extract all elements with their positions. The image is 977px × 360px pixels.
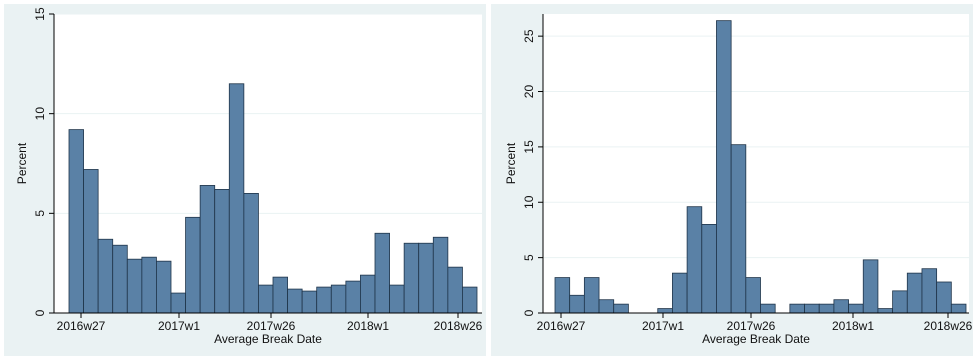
bar bbox=[848, 303, 864, 314]
bar bbox=[301, 290, 318, 314]
bar bbox=[243, 192, 259, 314]
bar bbox=[403, 242, 420, 314]
y-tick-label: 20 bbox=[522, 85, 536, 99]
bar bbox=[228, 83, 245, 314]
x-tick-label: 2018w1 bbox=[832, 319, 874, 333]
bar bbox=[214, 189, 230, 314]
bar bbox=[287, 288, 303, 314]
bar bbox=[156, 260, 172, 314]
bar bbox=[745, 277, 761, 314]
bar bbox=[447, 266, 463, 314]
y-tick-label: 0 bbox=[522, 309, 536, 316]
bar bbox=[598, 299, 615, 314]
x-tick-label: 2016w27 bbox=[57, 319, 106, 333]
bar bbox=[862, 259, 879, 314]
bar bbox=[126, 258, 143, 314]
bar bbox=[258, 284, 274, 314]
bar bbox=[199, 185, 216, 314]
bar bbox=[657, 308, 673, 314]
bar bbox=[345, 280, 361, 314]
x-tick-label: 2018w26 bbox=[924, 319, 973, 333]
bar bbox=[877, 308, 894, 314]
x-tick-label: 2018w1 bbox=[347, 319, 389, 333]
bar bbox=[141, 256, 157, 314]
bar bbox=[554, 277, 571, 314]
bar bbox=[432, 236, 449, 314]
bar bbox=[83, 169, 99, 314]
bar bbox=[97, 238, 114, 314]
bar bbox=[613, 303, 629, 314]
bar bbox=[170, 292, 186, 314]
bar bbox=[316, 286, 332, 314]
bar bbox=[569, 294, 585, 314]
x-tick-label: 2017w26 bbox=[727, 319, 776, 333]
bar bbox=[716, 20, 732, 314]
bar bbox=[921, 268, 938, 314]
left-histogram: 0 5 10 15 2016w27 2017w1 2017w26 2018w1 2018w26 A… bbox=[15, 7, 483, 346]
bar bbox=[760, 303, 776, 314]
bar bbox=[185, 216, 201, 314]
y-axis-title: Percent bbox=[15, 142, 29, 184]
bar bbox=[701, 224, 717, 314]
x-tick-label: 2017w26 bbox=[247, 319, 296, 333]
bar bbox=[583, 277, 600, 314]
x-tick-label: 2017w1 bbox=[642, 319, 684, 333]
bar bbox=[672, 272, 688, 314]
x-axis-title: Average Break Date bbox=[214, 332, 322, 346]
y-tick-label: 15 bbox=[522, 140, 536, 154]
y-tick-label: 5 bbox=[33, 210, 47, 217]
x-tick-label: 2017w1 bbox=[158, 319, 200, 333]
bar bbox=[950, 303, 967, 314]
bar bbox=[272, 276, 288, 314]
bar bbox=[936, 281, 952, 314]
x-tick-label: 2018w26 bbox=[434, 319, 483, 333]
bar bbox=[686, 206, 703, 314]
y-tick-label: 25 bbox=[522, 29, 536, 43]
bar bbox=[68, 129, 84, 314]
bar bbox=[112, 244, 128, 314]
right-histogram: 0 5 10 15 20 25 2016w27 2017w1 2017w26 2018w1 2018… bbox=[504, 14, 973, 346]
bar bbox=[462, 286, 478, 314]
x-axis-title: Average Break Date bbox=[702, 332, 810, 346]
bar bbox=[818, 303, 835, 314]
bar bbox=[374, 232, 390, 314]
y-tick-label: 10 bbox=[522, 195, 536, 209]
plot-area bbox=[543, 14, 969, 313]
bar bbox=[330, 284, 347, 314]
y-tick-label: 15 bbox=[33, 7, 47, 21]
y-tick-label: 10 bbox=[33, 107, 47, 121]
bar bbox=[892, 290, 908, 314]
y-tick-label: 5 bbox=[522, 254, 536, 261]
bar bbox=[804, 303, 820, 314]
y-axis-title: Percent bbox=[504, 142, 518, 184]
y-tick-label: 0 bbox=[33, 309, 47, 316]
bar bbox=[730, 144, 747, 314]
left-chart-panel: 0 5 10 15 2016w27 2017w1 2017w26 2018w1 2018w26 A… bbox=[4, 4, 486, 356]
x-tick-label: 2016w27 bbox=[537, 319, 586, 333]
bar bbox=[418, 242, 434, 314]
bar bbox=[389, 284, 405, 314]
bar bbox=[906, 272, 923, 314]
bar bbox=[789, 303, 805, 314]
bar bbox=[833, 299, 849, 314]
right-chart-panel: 0 5 10 15 20 25 2016w27 2017w1 2017w26 2018w1 2018… bbox=[491, 4, 973, 356]
bar bbox=[360, 274, 376, 314]
